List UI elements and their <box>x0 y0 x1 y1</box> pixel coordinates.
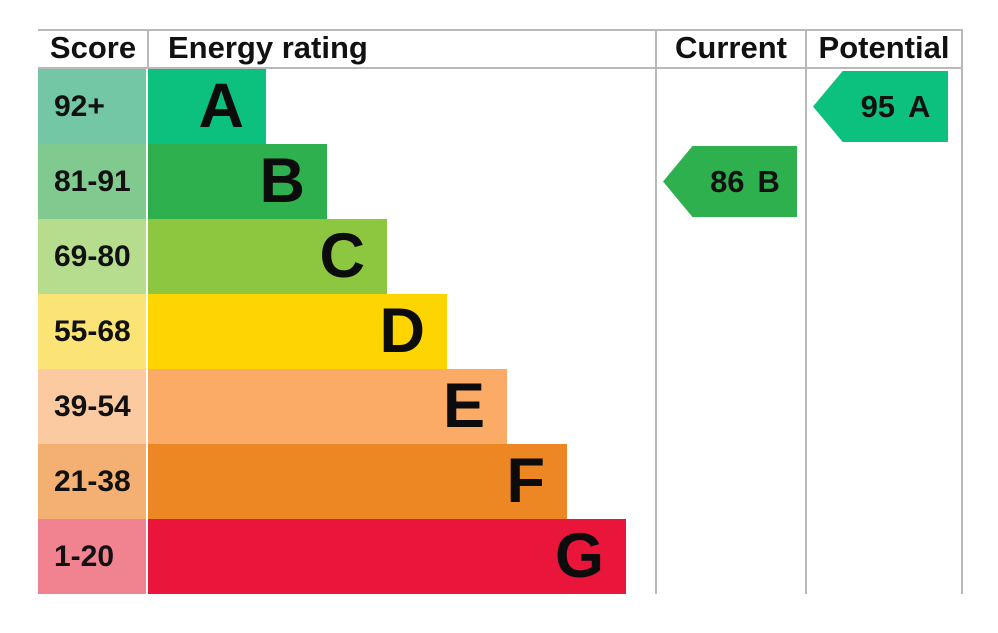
band-bar: D <box>148 294 447 369</box>
band-letter: C <box>319 221 366 291</box>
score-range-label: 55-68 <box>54 314 131 348</box>
score-header-divider <box>147 29 149 67</box>
score-column-header: Score <box>49 30 137 65</box>
score-cell: 55-68 <box>38 294 148 369</box>
band-bar: B <box>148 144 327 219</box>
band-bar: F <box>148 444 567 519</box>
band-letter: D <box>379 296 426 366</box>
band-row-d: 55-68 D <box>38 294 626 369</box>
band-bar: A <box>148 69 266 144</box>
band-bar: C <box>148 219 387 294</box>
band-bar: G <box>148 519 626 594</box>
band-row-b: 81-91 B <box>38 144 626 219</box>
band-row-f: 21-38 F <box>38 444 626 519</box>
current-rating-arrow: 86 B <box>663 146 797 217</box>
potential-rating-arrow: 95 A <box>813 71 948 142</box>
score-cell: 1-20 <box>38 519 148 594</box>
current-column-divider <box>655 29 657 594</box>
score-range-label: 92+ <box>54 89 105 123</box>
score-range-label: 69-80 <box>54 239 131 273</box>
score-cell: 92+ <box>38 69 148 144</box>
band-letter: B <box>259 146 306 216</box>
band-letter: E <box>442 371 485 441</box>
score-cell: 81-91 <box>38 144 148 219</box>
score-cell: 21-38 <box>38 444 148 519</box>
band-letter: G <box>554 521 604 591</box>
table-top-border <box>38 29 963 31</box>
potential-column-header: Potential <box>818 30 950 65</box>
band-row-c: 69-80 C <box>38 219 626 294</box>
score-range-label: 1-20 <box>54 539 115 573</box>
band-letter: A <box>198 71 245 141</box>
potential-column-divider <box>805 29 807 594</box>
current-band-letter: B <box>757 163 780 199</box>
header-underline <box>38 67 963 69</box>
band-rows: 92+ A 81-91 B 69-80 C 55-68 <box>38 69 626 594</box>
table-right-border <box>961 29 963 594</box>
score-cell: 69-80 <box>38 219 148 294</box>
energy-rating-column-header: Energy rating <box>168 30 368 65</box>
band-row-e: 39-54 E <box>38 369 626 444</box>
band-letter: F <box>506 446 545 516</box>
current-column-header: Current <box>675 30 787 65</box>
score-range-label: 21-38 <box>54 464 131 498</box>
band-row-g: 1-20 G <box>38 519 626 594</box>
band-row-a: 92+ A <box>38 69 626 144</box>
score-cell: 39-54 <box>38 369 148 444</box>
band-bar: E <box>148 369 507 444</box>
potential-band-letter: A <box>908 88 931 124</box>
potential-score-value: 95 <box>860 88 896 124</box>
score-range-label: 39-54 <box>54 389 131 423</box>
score-range-label: 81-91 <box>54 164 131 198</box>
current-score-value: 86 <box>710 163 745 199</box>
